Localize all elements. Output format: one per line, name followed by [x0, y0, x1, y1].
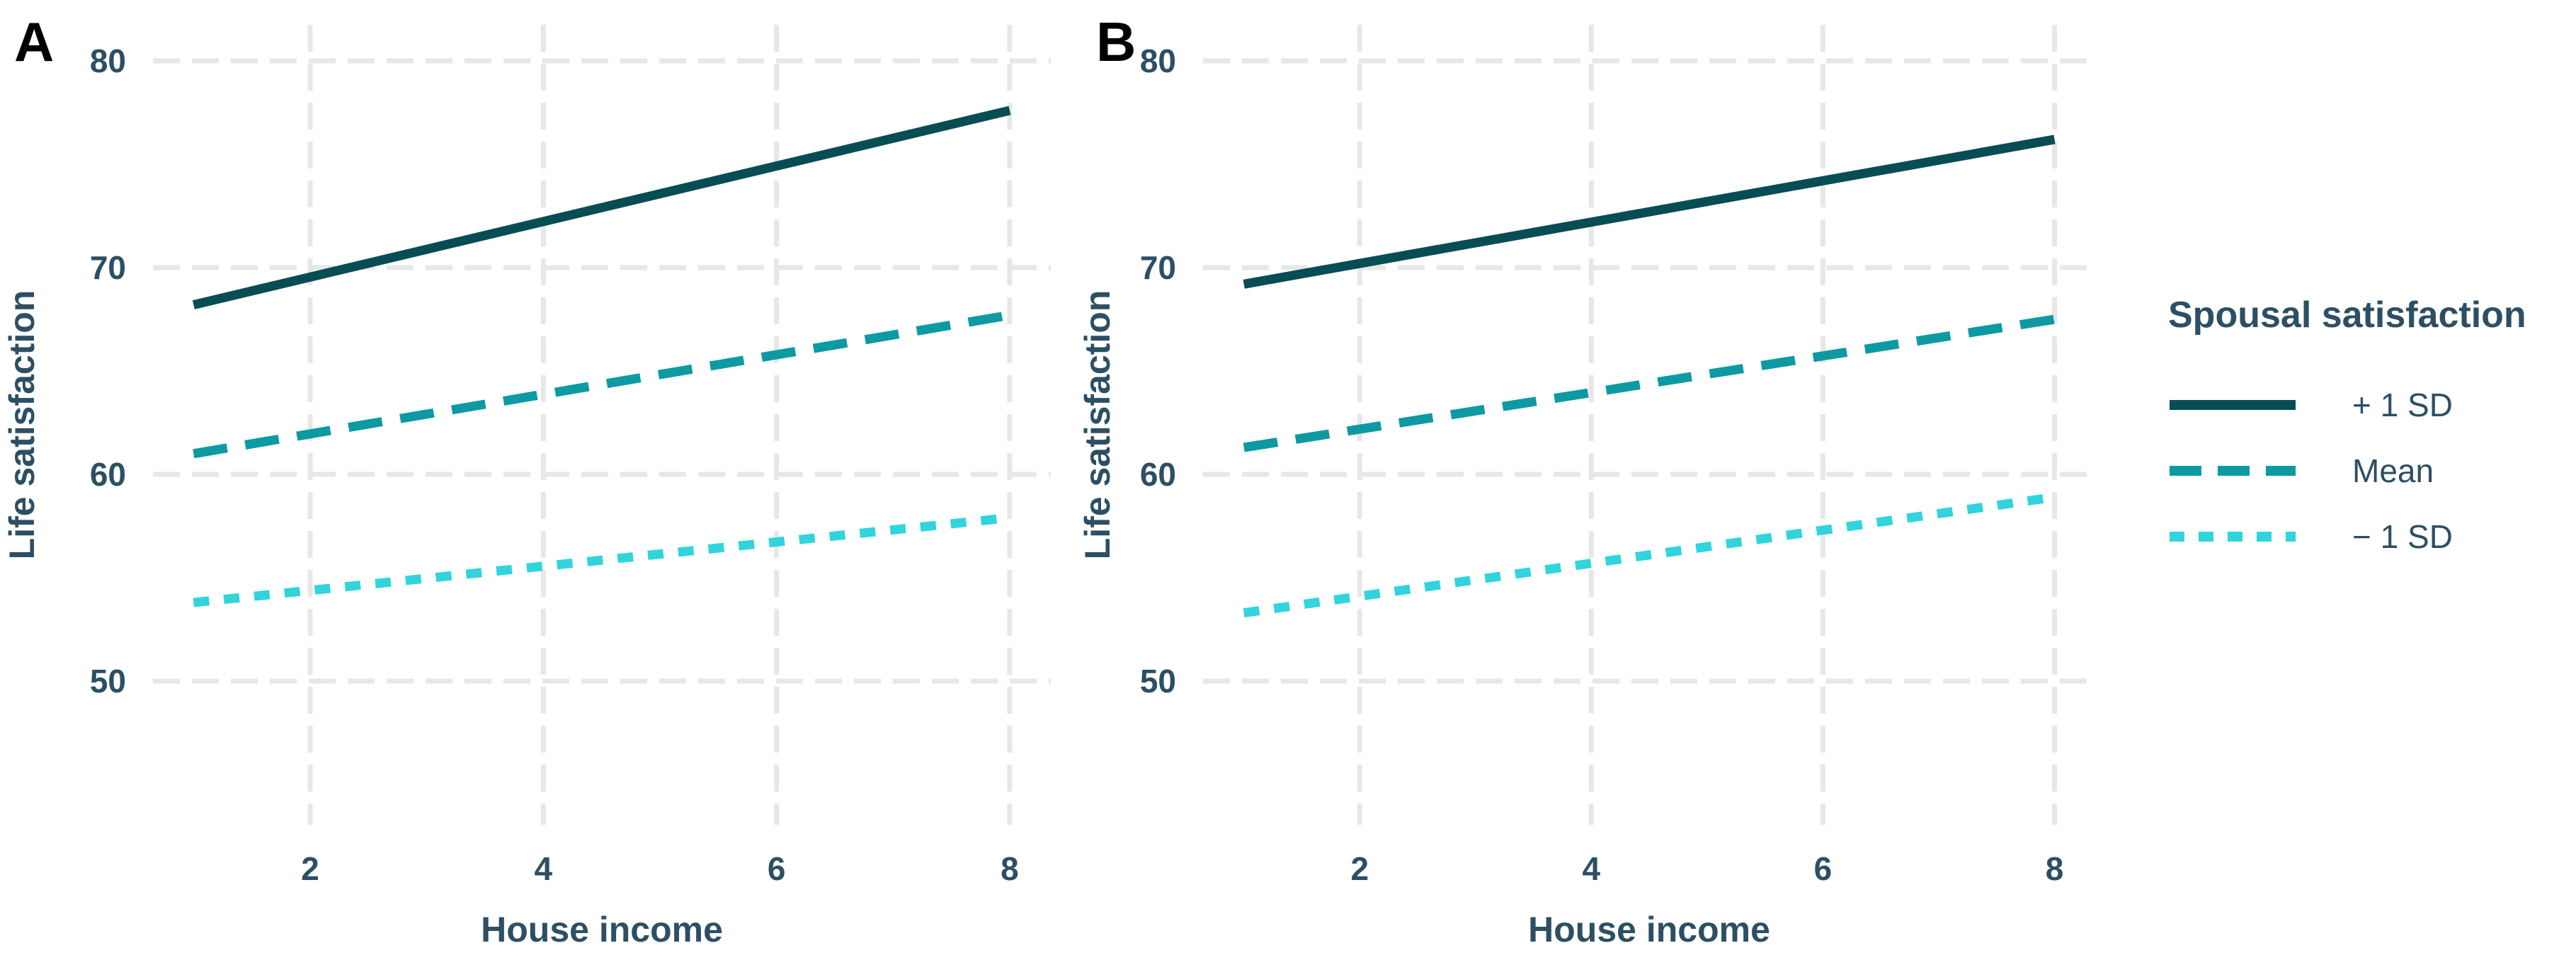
series-line-solid-panel-b — [1243, 135, 2056, 289]
legend-label-minus-1-sd: − 1 SD — [2352, 518, 2453, 555]
series-line-dashed-panel-a — [193, 310, 1011, 459]
x-tick-4-panel-a: 4 — [535, 850, 553, 887]
series-line-solid-panel-a — [192, 105, 1011, 309]
legend-label-plus-1-sd: + 1 SD — [2352, 387, 2453, 423]
series-line-dashed-panel-b — [1243, 314, 2056, 452]
panel-a: 2 4 6 8 50 60 70 80 — [90, 25, 1051, 887]
series-line-dotted-panel-a — [193, 513, 1010, 607]
y-tick-70-panel-b: 70 — [1140, 249, 1176, 286]
y-tick-60-panel-b: 60 — [1140, 456, 1176, 493]
legend-entry-mean: Mean — [2170, 452, 2434, 489]
legend-title: Spousal satisfaction — [2168, 295, 2526, 336]
y-tick-50-panel-b: 50 — [1140, 663, 1176, 699]
x-tick-6-panel-a: 6 — [768, 850, 786, 887]
y-tick-70-panel-a: 70 — [90, 249, 126, 286]
x-tick-2-panel-a: 2 — [301, 850, 319, 887]
x-tick-4-panel-b: 4 — [1583, 850, 1601, 887]
legend-entry-minus-1-sd: − 1 SD — [2170, 518, 2453, 555]
y-tick-60-panel-a: 60 — [90, 456, 126, 493]
y-axis-title-panel-a: Life satisfaction — [2, 290, 42, 560]
x-tick-6-panel-b: 6 — [1814, 850, 1833, 887]
y-tick-50-panel-a: 50 — [90, 663, 126, 699]
legend: Spousal satisfaction + 1 SD Mean − 1 SD — [2168, 295, 2526, 555]
x-axis-title-panel-a: House income — [481, 910, 723, 949]
y-tick-80-panel-a: 80 — [90, 42, 126, 79]
legend-entry-plus-1-sd: + 1 SD — [2170, 387, 2453, 423]
panel-a-letter: A — [14, 11, 54, 73]
x-tick-8-panel-a: 8 — [1001, 850, 1019, 887]
y-axis-title-panel-b: Life satisfaction — [1078, 290, 1117, 560]
panel-b: 2 4 6 8 50 60 70 80 — [1140, 25, 2095, 887]
x-tick-2-panel-b: 2 — [1350, 850, 1369, 887]
legend-label-mean: Mean — [2352, 452, 2434, 489]
y-tick-80-panel-b: 80 — [1140, 42, 1176, 79]
x-tick-8-panel-b: 8 — [2046, 850, 2064, 887]
x-axis-title-panel-b: House income — [1528, 910, 1770, 949]
panel-b-letter: B — [1096, 11, 1136, 73]
series-line-dotted-panel-b — [1243, 492, 2056, 618]
